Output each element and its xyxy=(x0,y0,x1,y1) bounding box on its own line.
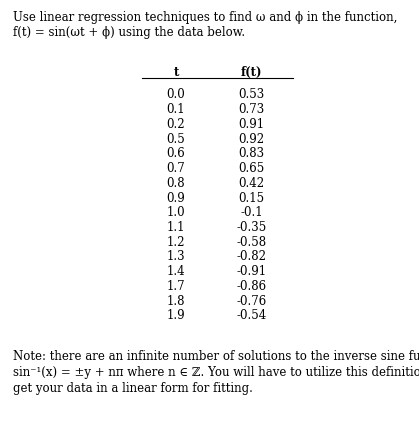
Text: -0.58: -0.58 xyxy=(236,235,266,248)
Text: 0.1: 0.1 xyxy=(167,103,185,116)
Text: 0.7: 0.7 xyxy=(167,161,185,175)
Text: 1.7: 1.7 xyxy=(167,279,185,292)
Text: 0.73: 0.73 xyxy=(238,103,264,116)
Text: 0.2: 0.2 xyxy=(167,118,185,130)
Text: 1.1: 1.1 xyxy=(167,221,185,233)
Text: 0.65: 0.65 xyxy=(238,161,264,175)
Text: 1.0: 1.0 xyxy=(167,206,185,219)
Text: -0.35: -0.35 xyxy=(236,221,266,233)
Text: -0.76: -0.76 xyxy=(236,294,266,307)
Text: 0.42: 0.42 xyxy=(238,176,264,189)
Text: 1.3: 1.3 xyxy=(167,250,185,263)
Text: 0.9: 0.9 xyxy=(167,191,185,204)
Text: Note: there are an infinite number of solutions to the inverse sine function,: Note: there are an infinite number of so… xyxy=(13,349,419,362)
Text: -0.82: -0.82 xyxy=(236,250,266,263)
Text: 1.4: 1.4 xyxy=(167,265,185,277)
Text: 0.5: 0.5 xyxy=(167,132,185,145)
Text: t: t xyxy=(173,66,178,79)
Text: 0.83: 0.83 xyxy=(238,147,264,160)
Text: 0.6: 0.6 xyxy=(167,147,185,160)
Text: 0.91: 0.91 xyxy=(238,118,264,130)
Text: 0.92: 0.92 xyxy=(238,132,264,145)
Text: f(t): f(t) xyxy=(241,66,262,79)
Text: -0.1: -0.1 xyxy=(240,206,263,219)
Text: 0.53: 0.53 xyxy=(238,88,264,101)
Text: Use linear regression techniques to find ω and ϕ in the function,: Use linear regression techniques to find… xyxy=(13,11,397,23)
Text: -0.91: -0.91 xyxy=(236,265,266,277)
Text: 1.8: 1.8 xyxy=(167,294,185,307)
Text: sin⁻¹(x) = ±y + nπ where n ∈ ℤ. You will have to utilize this definition to: sin⁻¹(x) = ±y + nπ where n ∈ ℤ. You will… xyxy=(13,365,419,378)
Text: 1.9: 1.9 xyxy=(167,309,185,322)
Text: -0.86: -0.86 xyxy=(236,279,266,292)
Text: -0.54: -0.54 xyxy=(236,309,266,322)
Text: 0.15: 0.15 xyxy=(238,191,264,204)
Text: 0.8: 0.8 xyxy=(167,176,185,189)
Text: get your data in a linear form for fitting.: get your data in a linear form for fitti… xyxy=(13,381,252,394)
Text: 0.0: 0.0 xyxy=(167,88,185,101)
Text: f(t) = sin(ωt + ϕ) using the data below.: f(t) = sin(ωt + ϕ) using the data below. xyxy=(13,26,245,38)
Text: 1.2: 1.2 xyxy=(167,235,185,248)
